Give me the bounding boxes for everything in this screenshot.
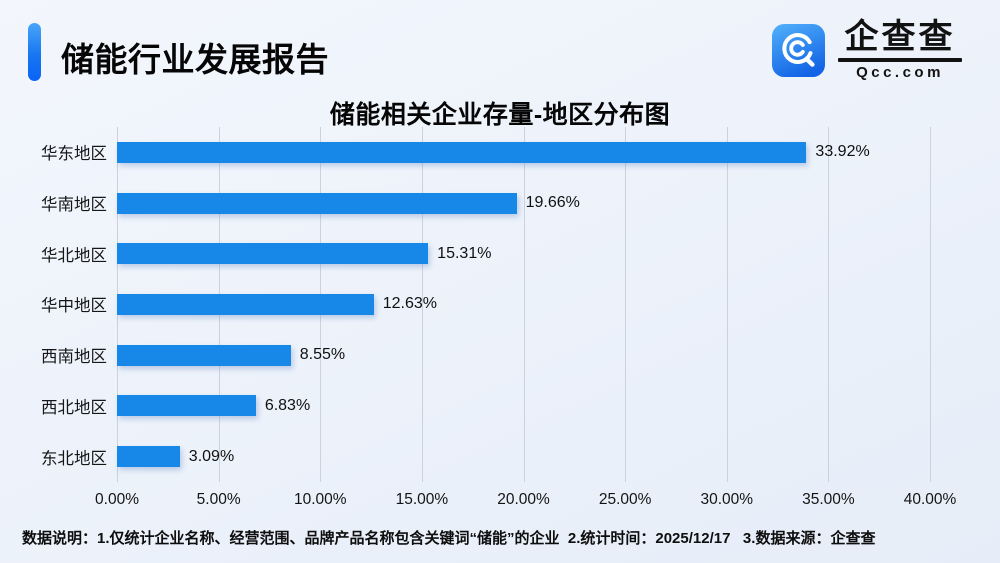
x-axis-tick-label: 0.00% (95, 491, 139, 508)
gridline (625, 127, 627, 482)
gridline (828, 127, 830, 482)
category-label: 华中地区 (41, 297, 107, 316)
report-header: 储能行业发展报告 企查查 Qcc.com (0, 0, 1000, 92)
category-label: 西北地区 (41, 398, 107, 417)
logo-divider (838, 58, 962, 62)
bar (117, 141, 807, 163)
qcc-logo: 企查查 Qcc.com (772, 20, 962, 82)
chart-row: 华北地区 15.31% (41, 228, 930, 279)
chart-row: 华南地区 19.66% (41, 178, 930, 229)
data-note: 数据说明：1.仅统计企业名称、经营范围、品牌产品名称包含关键词“储能”的企业 2… (22, 530, 876, 547)
chart-row: 华东地区 33.92% (41, 127, 930, 178)
gridline (930, 127, 931, 482)
x-axis-tick-label: 10.00% (293, 491, 347, 508)
value-label: 3.09% (188, 447, 235, 465)
x-axis-tick-label: 5.00% (196, 491, 241, 508)
x-axis-tick-label: 15.00% (395, 491, 449, 508)
chart-row: 华中地区 12.63% (41, 279, 930, 330)
x-axis-tick-label: 25.00% (598, 491, 652, 508)
brand-name: 企查查 (844, 18, 956, 56)
bar (117, 395, 256, 417)
category-label: 华南地区 (41, 196, 107, 215)
bar (117, 192, 517, 214)
category-label: 西南地区 (41, 348, 107, 367)
bar (117, 344, 291, 366)
value-label: 6.83% (264, 396, 311, 414)
value-label: 33.92% (815, 143, 870, 161)
x-axis-tick-label: 35.00% (802, 491, 855, 508)
gridline (726, 127, 728, 482)
qcc-magnifier-icon (772, 24, 825, 78)
category-label: 华北地区 (41, 246, 107, 265)
report-title: 储能行业发展报告 (61, 41, 329, 78)
title-accent-bar (28, 23, 41, 81)
value-label: 8.55% (299, 346, 346, 364)
bar-chart-plot-area: 0.00% 5.00% 10.00% 15.00% 20.00% 25.00% 30.00%… (41, 127, 956, 508)
bar (117, 293, 374, 315)
chart-row: 西南地区 8.55% (41, 330, 930, 381)
qcc-logotype: 企查查 Qcc.com (838, 20, 962, 82)
bar (117, 243, 429, 265)
gridline (523, 127, 525, 482)
gridline (421, 127, 423, 482)
value-label: 19.66% (525, 194, 580, 212)
brand-domain: Qcc.com (856, 64, 944, 81)
x-axis-tick-label: 40.00% (903, 491, 957, 508)
category-label: 华东地区 (41, 145, 107, 164)
chart-title: 储能相关企业存量-地区分布图 (329, 101, 671, 129)
value-label: 12.63% (382, 295, 437, 313)
value-label: 15.31% (437, 244, 492, 262)
x-axis-tick-label: 20.00% (497, 491, 550, 508)
bar (117, 446, 180, 468)
category-label: 东北地区 (41, 449, 107, 468)
chart-row: 东北地区 3.09% (41, 431, 930, 482)
x-axis-tick-label: 30.00% (700, 491, 754, 508)
chart-row: 西北地区 6.83% (41, 381, 930, 432)
